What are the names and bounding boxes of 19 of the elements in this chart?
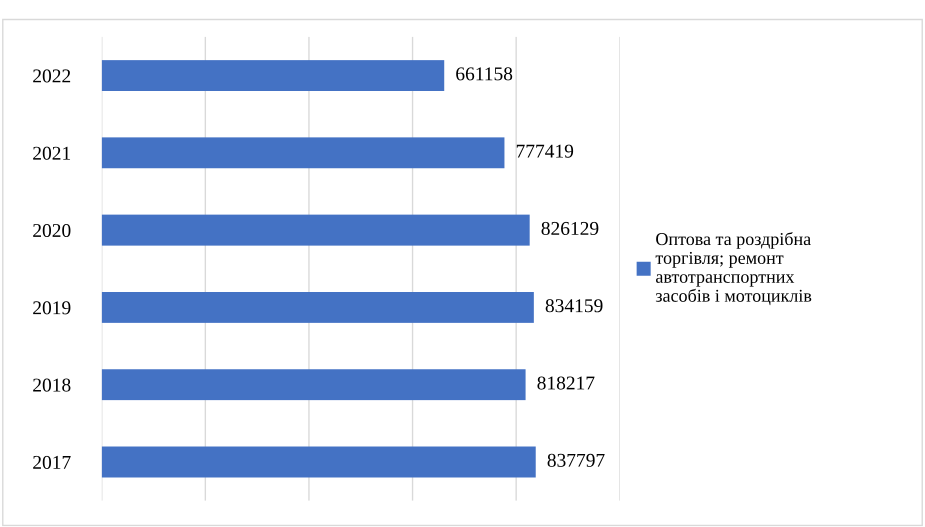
data-label: 777419 [516, 144, 574, 158]
y-tick-label: 2017 [33, 456, 71, 469]
y-tick-label: 2021 [33, 146, 70, 160]
data-label: 818217 [537, 376, 594, 390]
legend-label: Оптова та роздрібна торгівля; ремонт автотранспортних засобів і мотоциклів [656, 232, 812, 306]
bar [102, 137, 504, 168]
bar [102, 292, 534, 323]
y-tick-label: 2022 [33, 69, 70, 82]
data-label: 837797 [548, 454, 605, 467]
y-tick-label: 2020 [33, 224, 70, 238]
bar [102, 446, 536, 478]
bar [102, 369, 526, 400]
data-label: 834159 [546, 299, 602, 312]
y-tick-label: 2019 [33, 301, 70, 314]
data-label: 661158 [456, 67, 512, 80]
y-tick-label: 2018 [33, 378, 70, 392]
bar [102, 60, 444, 91]
bar [102, 214, 530, 246]
data-label: 826129 [542, 222, 598, 235]
